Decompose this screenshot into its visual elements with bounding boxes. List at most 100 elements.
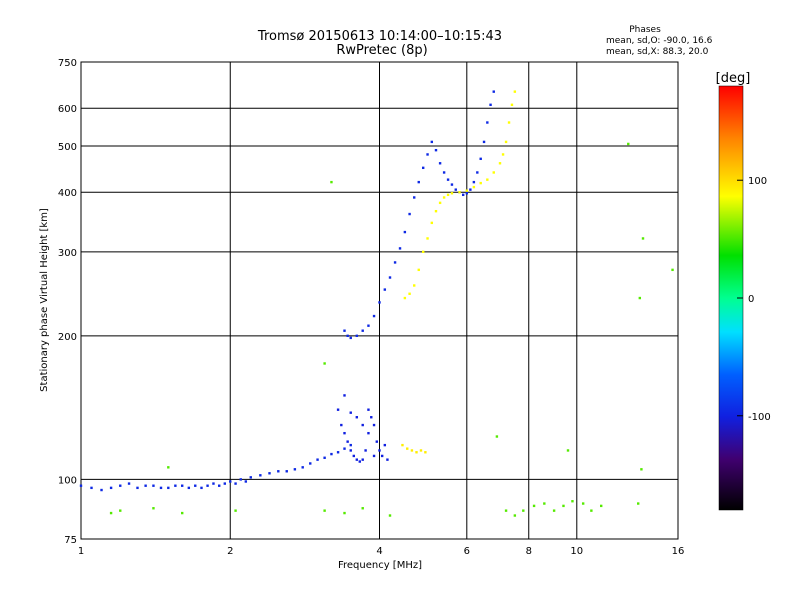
data-point bbox=[417, 268, 420, 272]
data-point bbox=[361, 423, 364, 427]
data-point bbox=[472, 185, 476, 189]
data-point bbox=[355, 334, 359, 338]
data-point bbox=[229, 480, 232, 483]
data-point bbox=[581, 502, 585, 505]
y-ticks: 75 100 200 300 400 500 600 750 bbox=[58, 58, 77, 546]
data-point bbox=[378, 449, 381, 452]
data-point bbox=[386, 458, 389, 461]
x-axis-label: Frequency [MHz] bbox=[338, 560, 422, 571]
data-point bbox=[513, 90, 517, 93]
data-point bbox=[489, 103, 492, 107]
data-point bbox=[543, 502, 546, 505]
data-point bbox=[323, 509, 326, 512]
data-point bbox=[571, 500, 574, 503]
series bbox=[109, 142, 674, 517]
series bbox=[401, 443, 427, 454]
phase-line-o: mean, sd,O: -90.0, 16.6 bbox=[606, 36, 713, 46]
data-point bbox=[507, 121, 511, 124]
data-point bbox=[450, 192, 454, 195]
data-point bbox=[393, 261, 397, 264]
data-point bbox=[637, 502, 640, 505]
data-point bbox=[434, 148, 438, 152]
data-point bbox=[367, 431, 370, 435]
x-tick-label: 1 bbox=[78, 546, 84, 557]
chart-subtitle: RwPretec (8p) bbox=[336, 43, 427, 58]
data-point bbox=[234, 482, 237, 485]
series bbox=[79, 443, 352, 492]
data-point bbox=[323, 362, 326, 365]
data-point bbox=[419, 449, 423, 452]
data-point bbox=[100, 488, 103, 492]
data-point bbox=[492, 171, 495, 174]
data-point bbox=[152, 507, 155, 510]
data-point bbox=[388, 514, 392, 517]
data-point bbox=[446, 193, 450, 197]
data-point bbox=[159, 486, 163, 490]
data-point bbox=[144, 484, 147, 487]
data-point bbox=[90, 486, 93, 490]
data-point bbox=[413, 196, 416, 199]
data-point bbox=[479, 181, 482, 185]
data-point bbox=[352, 454, 356, 458]
data-point bbox=[590, 509, 593, 512]
data-point bbox=[259, 474, 262, 477]
data-point bbox=[378, 301, 381, 304]
data-point bbox=[627, 142, 630, 146]
x-tick-label: 10 bbox=[570, 546, 583, 557]
data-point bbox=[343, 329, 346, 332]
data-point bbox=[442, 196, 446, 199]
data-point bbox=[552, 509, 556, 512]
data-point bbox=[383, 288, 387, 291]
colorbar-tick-label: 100 bbox=[748, 176, 767, 187]
data-point bbox=[486, 121, 489, 124]
colorbar-ticks: 100 0 -100 bbox=[737, 176, 771, 423]
data-point bbox=[127, 482, 131, 485]
colorbar-tick-label: 0 bbox=[748, 294, 754, 305]
x-ticks: 1 2 4 6 8 10 16 bbox=[78, 546, 685, 557]
data-point bbox=[187, 486, 191, 490]
data-point bbox=[486, 178, 489, 181]
data-point bbox=[426, 153, 429, 156]
chart-title: Tromsø 20150613 10:14:00–10:15:43 bbox=[257, 29, 502, 44]
data-point bbox=[510, 103, 514, 107]
data-point bbox=[181, 511, 184, 515]
data-point bbox=[446, 178, 450, 181]
data-point bbox=[167, 486, 170, 490]
data-point bbox=[495, 435, 499, 438]
data-point bbox=[408, 212, 411, 216]
y-tick-label: 200 bbox=[58, 332, 77, 343]
data-point bbox=[358, 460, 361, 463]
x-tick-label: 8 bbox=[526, 546, 532, 557]
data-point bbox=[361, 507, 364, 510]
data-point bbox=[476, 171, 479, 174]
data-point bbox=[413, 284, 416, 287]
y-tick-label: 400 bbox=[58, 188, 77, 199]
data-point bbox=[434, 209, 438, 213]
data-point bbox=[403, 296, 407, 300]
data-point bbox=[640, 468, 643, 471]
series bbox=[336, 394, 389, 463]
data-point bbox=[465, 192, 469, 195]
data-point bbox=[194, 484, 197, 487]
data-point bbox=[450, 183, 454, 186]
colorbar-tick-label: -100 bbox=[748, 412, 771, 423]
data-point bbox=[501, 153, 505, 156]
data-point bbox=[415, 451, 418, 454]
data-point bbox=[336, 408, 340, 411]
data-point bbox=[349, 336, 352, 340]
x-tick-label: 2 bbox=[227, 546, 233, 557]
data-point bbox=[398, 247, 402, 250]
data-point bbox=[458, 191, 461, 194]
data-point bbox=[346, 334, 349, 338]
data-point bbox=[498, 162, 502, 165]
y-tick-label: 750 bbox=[58, 58, 77, 69]
data-point bbox=[641, 237, 645, 240]
data-point bbox=[671, 268, 674, 272]
data-point bbox=[330, 180, 333, 184]
data-point bbox=[249, 476, 252, 479]
data-point bbox=[454, 188, 457, 191]
data-point bbox=[206, 484, 209, 487]
series bbox=[403, 90, 517, 300]
data-point bbox=[504, 140, 508, 144]
data-points bbox=[79, 90, 674, 517]
